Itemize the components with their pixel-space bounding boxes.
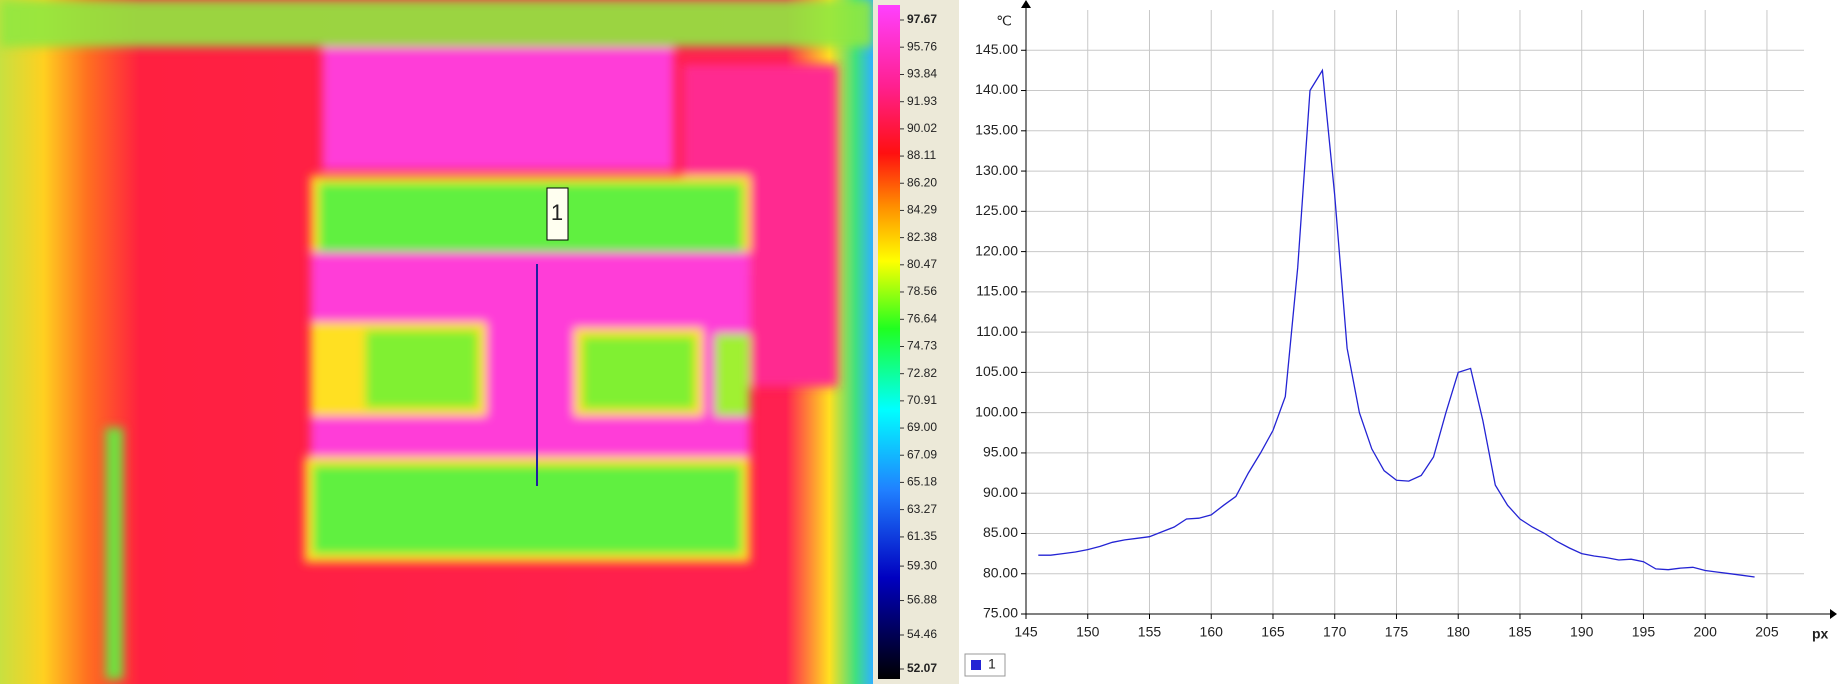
legend-label: 1 bbox=[988, 656, 996, 672]
colorbar-tick-label: 65.18 bbox=[907, 475, 937, 489]
colorbar-tick-label: 59.30 bbox=[907, 558, 937, 572]
y-tick-label: 75.00 bbox=[983, 605, 1018, 621]
x-tick-label: 195 bbox=[1632, 624, 1656, 640]
x-tick-label: 205 bbox=[1755, 624, 1779, 640]
y-tick-label: 125.00 bbox=[975, 202, 1018, 218]
x-tick-label: 155 bbox=[1138, 624, 1162, 640]
y-tick-label: 130.00 bbox=[975, 162, 1018, 178]
colorbar-tick-label: 72.82 bbox=[907, 366, 937, 380]
x-tick-label: 185 bbox=[1508, 624, 1532, 640]
y-tick-label: 95.00 bbox=[983, 444, 1018, 460]
colorbar-tick-label: 69.00 bbox=[907, 420, 937, 434]
x-tick-label: 145 bbox=[1014, 624, 1038, 640]
colorbar-tick-label: 95.76 bbox=[907, 39, 937, 53]
x-tick-label: 180 bbox=[1447, 624, 1471, 640]
colorbar-tick-label: 63.27 bbox=[907, 502, 937, 516]
colorbar-tick-label: 91.93 bbox=[907, 94, 937, 108]
legend-swatch bbox=[971, 660, 981, 670]
colorbar-tick-label: 56.88 bbox=[907, 593, 937, 607]
colorbar-tick-label: 88.11 bbox=[907, 148, 936, 162]
y-tick-label: 85.00 bbox=[983, 524, 1018, 540]
y-tick-label: 110.00 bbox=[976, 323, 1018, 339]
colorbar-tick-label: 84.29 bbox=[907, 203, 937, 217]
y-tick-label: 105.00 bbox=[975, 363, 1018, 379]
y-tick-label: 145.00 bbox=[975, 41, 1018, 57]
x-tick-label: 150 bbox=[1076, 624, 1100, 640]
colorbar-tick-label: 78.56 bbox=[907, 284, 937, 298]
colorbar-tick-label: 52.07 bbox=[907, 661, 937, 675]
x-tick-label: 200 bbox=[1694, 624, 1718, 640]
x-axis-label: px bbox=[1812, 626, 1829, 642]
y-tick-label: 115.00 bbox=[976, 283, 1018, 299]
colorbar-tick-label: 70.91 bbox=[907, 393, 937, 407]
y-tick-label: 80.00 bbox=[983, 564, 1018, 580]
y-tick-label: 135.00 bbox=[975, 122, 1018, 138]
marker-label: 1 bbox=[551, 200, 563, 225]
colorbar-tick-label: 61.35 bbox=[907, 529, 937, 543]
colorbar-tick-label: 86.20 bbox=[907, 175, 937, 189]
colorbar-tick-label: 76.64 bbox=[907, 311, 937, 325]
colorbar-tick-label: 90.02 bbox=[907, 121, 937, 135]
y-tick-label: 90.00 bbox=[983, 484, 1018, 500]
colorbar-tick-label: 93.84 bbox=[907, 67, 937, 81]
x-tick-label: 160 bbox=[1200, 624, 1224, 640]
colorbar bbox=[878, 5, 900, 679]
colorbar-tick-label: 67.09 bbox=[907, 447, 937, 461]
y-tick-label: 140.00 bbox=[975, 81, 1018, 97]
colorbar-tick-label: 54.46 bbox=[907, 627, 937, 641]
colorbar-tick-label: 74.73 bbox=[907, 339, 937, 353]
y-tick-label: 100.00 bbox=[975, 403, 1018, 419]
colorbar-tick-label: 80.47 bbox=[907, 257, 937, 271]
x-tick-label: 165 bbox=[1261, 624, 1285, 640]
x-tick-label: 175 bbox=[1385, 624, 1409, 640]
y-axis-label: ℃ bbox=[996, 13, 1012, 29]
x-tick-label: 190 bbox=[1570, 624, 1594, 640]
y-tick-label: 120.00 bbox=[975, 242, 1018, 258]
colorbar-tick-label: 97.67 bbox=[907, 12, 937, 26]
colorbar-tick-label: 82.38 bbox=[907, 230, 937, 244]
x-tick-label: 170 bbox=[1323, 624, 1347, 640]
screen: 1 97.67 95.76 93.84 91.93 90.02 88.11 86.20 84.… bbox=[0, 0, 1837, 684]
thermal-image: 1 bbox=[0, 0, 873, 684]
